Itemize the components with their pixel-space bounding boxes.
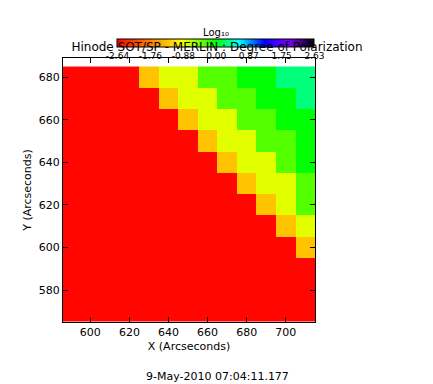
svg-text:Log₁₀: Log₁₀ xyxy=(203,27,229,38)
svg-text:680: 680 xyxy=(39,71,60,84)
svg-text:1.75: 1.75 xyxy=(272,51,292,61)
svg-text:-2.64: -2.64 xyxy=(106,51,130,61)
svg-text:-1.76: -1.76 xyxy=(139,51,163,61)
svg-text:X (Arcseconds): X (Arcseconds) xyxy=(148,340,230,353)
svg-text:620: 620 xyxy=(39,199,60,212)
svg-text:0.87: 0.87 xyxy=(239,51,259,61)
svg-text:0.00: 0.00 xyxy=(206,51,226,61)
svg-text:600: 600 xyxy=(80,326,101,339)
svg-text:660: 660 xyxy=(197,326,218,339)
svg-text:600: 600 xyxy=(39,241,60,254)
svg-text:680: 680 xyxy=(236,326,257,339)
svg-text:640: 640 xyxy=(39,156,60,169)
svg-text:620: 620 xyxy=(119,326,140,339)
svg-text:-0.88: -0.88 xyxy=(172,51,196,61)
svg-text:2.63: 2.63 xyxy=(304,51,324,61)
svg-text:Y (Arcseconds): Y (Arcseconds) xyxy=(21,149,34,232)
svg-text:9-May-2010 07:04:11.177: 9-May-2010 07:04:11.177 xyxy=(146,370,289,383)
svg-text:660: 660 xyxy=(39,114,60,127)
svg-text:700: 700 xyxy=(275,326,296,339)
svg-text:640: 640 xyxy=(158,326,179,339)
svg-text:580: 580 xyxy=(39,284,60,297)
svg-text:Hinode SOT/SP - MERLIN : Degre: Hinode SOT/SP - MERLIN : Degree of Polar… xyxy=(71,40,362,54)
